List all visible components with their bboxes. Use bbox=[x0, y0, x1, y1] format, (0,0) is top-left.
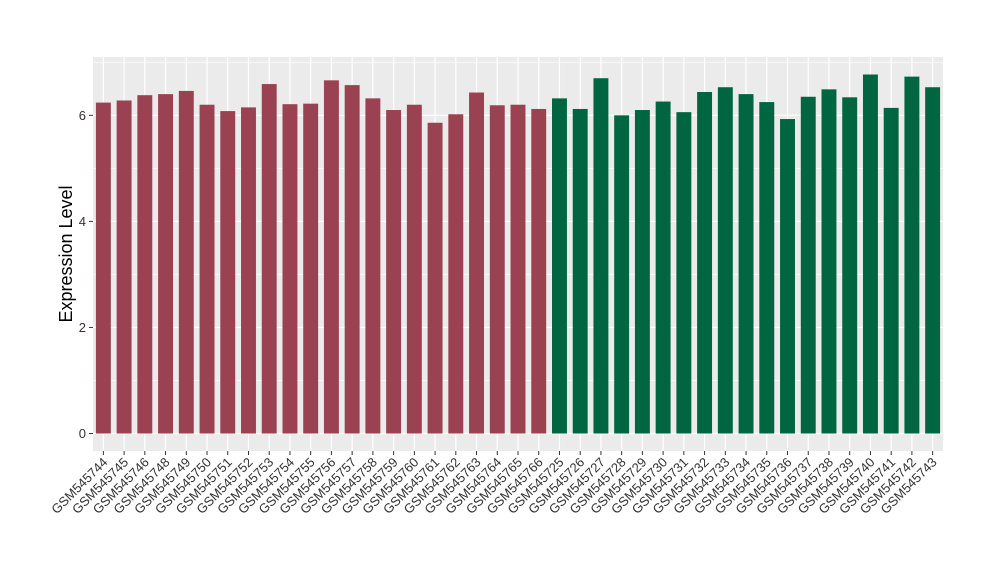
bar-GSM545726 bbox=[572, 108, 588, 434]
bar-GSM545763 bbox=[469, 92, 484, 434]
bar-GSM545736 bbox=[780, 119, 795, 434]
y-tick-label: 4 bbox=[79, 214, 86, 229]
bar-GSM545728 bbox=[614, 115, 630, 434]
bar-GSM545766 bbox=[531, 108, 547, 434]
bar-GSM545761 bbox=[427, 122, 443, 434]
bar-GSM545759 bbox=[386, 110, 402, 434]
bar-GSM545733 bbox=[717, 87, 733, 434]
bar-GSM545725 bbox=[552, 98, 567, 434]
bar-GSM545746 bbox=[137, 95, 153, 434]
bar-GSM545731 bbox=[676, 112, 692, 434]
y-tick-label: 0 bbox=[79, 426, 86, 441]
bar-GSM545750 bbox=[199, 104, 215, 434]
bar-GSM545743 bbox=[925, 87, 941, 434]
bar-GSM545756 bbox=[323, 80, 339, 434]
bar-GSM545742 bbox=[904, 76, 920, 434]
y-axis: 0 2 4 6 bbox=[79, 108, 93, 441]
bar-GSM545762 bbox=[448, 114, 464, 434]
bar-GSM545764 bbox=[489, 105, 505, 434]
bar-GSM545751 bbox=[220, 111, 236, 434]
bar-GSM545755 bbox=[303, 103, 319, 434]
bar-GSM545745 bbox=[116, 100, 132, 434]
bar-GSM545730 bbox=[655, 101, 671, 434]
bar-GSM545732 bbox=[697, 91, 713, 434]
bar-GSM545729 bbox=[634, 110, 650, 434]
bar-GSM545738 bbox=[821, 89, 837, 434]
bar-GSM545739 bbox=[842, 97, 858, 434]
x-axis: GSM545744GSM545745GSM545746GSM545748GSM5… bbox=[48, 451, 940, 517]
bar-GSM545735 bbox=[759, 102, 775, 434]
bar-GSM545753 bbox=[261, 84, 277, 434]
bar-GSM545740 bbox=[862, 74, 878, 434]
bar-GSM545748 bbox=[158, 94, 174, 434]
bar-GSM545757 bbox=[344, 85, 360, 434]
bar-GSM545727 bbox=[593, 78, 609, 434]
y-tick-label: 6 bbox=[79, 108, 86, 123]
bar-GSM545737 bbox=[800, 96, 816, 434]
bars bbox=[95, 74, 941, 434]
bar-GSM545741 bbox=[883, 107, 899, 434]
bar-GSM545752 bbox=[241, 107, 256, 434]
bar-GSM545765 bbox=[510, 104, 526, 434]
y-axis-title: Expression Level bbox=[56, 185, 76, 322]
bar-GSM545760 bbox=[406, 104, 422, 434]
y-tick-label: 2 bbox=[79, 320, 86, 335]
bar-GSM545758 bbox=[365, 98, 381, 434]
bar-GSM545744 bbox=[95, 102, 111, 434]
bar-GSM545754 bbox=[282, 104, 298, 434]
bar-GSM545734 bbox=[738, 94, 754, 434]
bar-GSM545749 bbox=[178, 90, 194, 434]
